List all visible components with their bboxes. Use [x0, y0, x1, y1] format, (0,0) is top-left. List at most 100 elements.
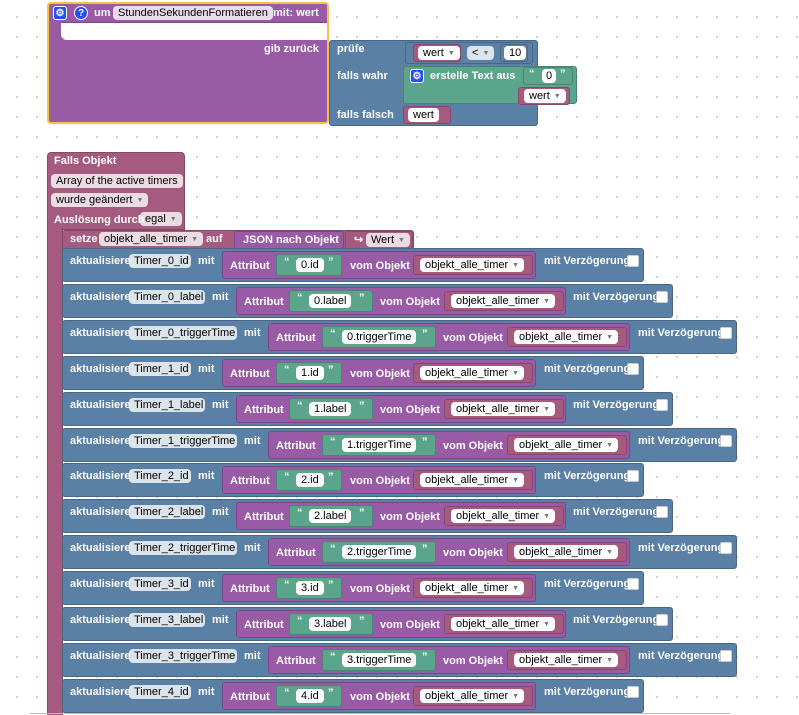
- update-target-field[interactable]: Timer_1_id: [129, 362, 191, 376]
- update-target-field[interactable]: Timer_3_triggerTime: [129, 649, 237, 663]
- delay-checkbox[interactable]: [627, 686, 639, 698]
- object-var-field[interactable]: objekt_alle_timer ▼: [420, 581, 525, 595]
- object-var-field[interactable]: objekt_alle_timer ▼: [420, 473, 525, 487]
- update-target-field[interactable]: Timer_1_triggerTime: [129, 434, 237, 448]
- object-var-field[interactable]: objekt_alle_timer ▼: [451, 617, 556, 631]
- object-var-field[interactable]: objekt_alle_timer ▼: [451, 402, 556, 416]
- delay-checkbox[interactable]: [656, 614, 668, 626]
- delay-checkbox[interactable]: [656, 506, 668, 518]
- quote-close-icon: ”: [560, 68, 566, 80]
- chevron-down-icon: ▼: [543, 298, 551, 305]
- text-zero-field[interactable]: 0: [542, 69, 557, 83]
- object-var-field[interactable]: objekt_alle_timer ▼: [514, 545, 619, 559]
- from-object-label: vom Objekt: [350, 691, 410, 703]
- attribute-value-field[interactable]: 4.id: [296, 689, 324, 703]
- update-target-field[interactable]: Timer_2_label: [129, 505, 205, 519]
- update-target-field[interactable]: Timer_4_id: [129, 685, 191, 699]
- compare-var-field[interactable]: wert ▼: [418, 46, 460, 60]
- check-label: prüfe: [337, 43, 365, 55]
- quote-close-icon: ”: [328, 471, 334, 483]
- attribute-label: Attribut: [230, 475, 270, 487]
- set-var-dropdown[interactable]: objekt_alle_timer ▼: [99, 232, 204, 246]
- with-label: mit: [244, 435, 261, 447]
- update-label: aktualisiere: [70, 399, 131, 411]
- event-block-spine: [47, 228, 63, 715]
- attribute-label: Attribut: [244, 511, 284, 523]
- delay-label: mit Verzögerung: [638, 542, 725, 554]
- update-target-field[interactable]: Timer_0_id: [129, 254, 191, 268]
- quote-close-icon: ”: [422, 436, 428, 448]
- from-object-label: vom Objekt: [443, 332, 503, 344]
- quote-close-icon: ”: [422, 651, 428, 663]
- delay-checkbox[interactable]: [720, 650, 732, 662]
- true-var-field[interactable]: wert ▼: [524, 89, 566, 103]
- attribute-value-field[interactable]: 1.triggerTime: [342, 438, 417, 452]
- delay-checkbox[interactable]: [656, 291, 668, 303]
- attribute-value-field[interactable]: 0.triggerTime: [342, 330, 417, 344]
- object-var-field[interactable]: objekt_alle_timer ▼: [514, 653, 619, 667]
- attribute-value-field[interactable]: 3.label: [309, 617, 352, 631]
- delay-checkbox[interactable]: [656, 399, 668, 411]
- delay-label: mit Verzögerung: [638, 327, 725, 339]
- object-var-field[interactable]: objekt_alle_timer ▼: [514, 438, 619, 452]
- from-object-label: vom Objekt: [380, 619, 440, 631]
- update-label: aktualisiere: [70, 291, 131, 303]
- update-label: aktualisiere: [70, 578, 131, 590]
- attribute-value-field[interactable]: 0.id: [296, 258, 324, 272]
- compare-op-dropdown[interactable]: < ▼: [467, 46, 495, 60]
- delay-checkbox[interactable]: [627, 255, 639, 267]
- function-name-field[interactable]: StundenSekundenFormatieren: [113, 6, 273, 20]
- chevron-down-icon: ▼: [606, 657, 614, 664]
- object-var-field[interactable]: objekt_alle_timer ▼: [420, 366, 525, 380]
- attribute-value-field[interactable]: 2.label: [309, 509, 352, 523]
- update-target-field[interactable]: Timer_0_label: [129, 290, 205, 304]
- attribute-label: Attribut: [230, 368, 270, 380]
- delay-checkbox[interactable]: [720, 435, 732, 447]
- attribute-value-field[interactable]: 1.label: [309, 402, 352, 416]
- attribute-value-field[interactable]: 2.id: [296, 473, 324, 487]
- function-block[interactable]: [47, 2, 329, 124]
- update-target-field[interactable]: Timer_1_label: [129, 398, 205, 412]
- quote-open-icon: “: [330, 651, 336, 663]
- chevron-down-icon: ▼: [543, 621, 551, 628]
- attribute-label: Attribut: [276, 547, 316, 559]
- attribute-label: Attribut: [276, 440, 316, 452]
- trigger-by-dropdown[interactable]: egal ▼: [140, 212, 182, 226]
- delay-checkbox[interactable]: [627, 470, 639, 482]
- help-icon[interactable]: ?: [74, 6, 88, 20]
- delay-checkbox[interactable]: [720, 327, 732, 339]
- delay-checkbox[interactable]: [720, 542, 732, 554]
- compare-value-field[interactable]: 10: [504, 46, 527, 60]
- event-object-field[interactable]: Array of the active timers: [51, 174, 183, 188]
- quote-close-icon: ”: [422, 543, 428, 555]
- gear-icon[interactable]: ⚙: [410, 69, 424, 83]
- attribute-value-field[interactable]: 3.triggerTime: [342, 653, 417, 667]
- with-label: mit: [198, 255, 215, 267]
- value-dropdown[interactable]: Wert ▼: [366, 233, 410, 247]
- event-title: Falls Objekt: [54, 155, 117, 167]
- attribute-value-field[interactable]: 1.id: [296, 366, 324, 380]
- event-condition-dropdown[interactable]: wurde geändert ▼: [51, 193, 149, 207]
- object-var-field[interactable]: objekt_alle_timer ▼: [420, 258, 525, 272]
- update-target-field[interactable]: Timer_3_id: [129, 577, 191, 591]
- quote-close-icon: ”: [359, 400, 365, 412]
- attribute-value-field[interactable]: 3.id: [296, 581, 324, 595]
- update-target-field[interactable]: Timer_3_label: [129, 613, 205, 627]
- attribute-value-field[interactable]: 2.triggerTime: [342, 545, 417, 559]
- attribute-label: Attribut: [230, 260, 270, 272]
- update-target-field[interactable]: Timer_0_triggerTime: [129, 326, 237, 340]
- delay-label: mit Verzögerung: [573, 614, 660, 626]
- attribute-value-field[interactable]: 0.label: [309, 294, 352, 308]
- false-var-field[interactable]: wert: [408, 108, 439, 122]
- gear-icon[interactable]: ⚙: [53, 6, 67, 20]
- update-target-field[interactable]: Timer_2_id: [129, 469, 191, 483]
- object-var-field[interactable]: objekt_alle_timer ▼: [514, 330, 619, 344]
- object-var-field[interactable]: objekt_alle_timer ▼: [451, 509, 556, 523]
- object-var-field[interactable]: objekt_alle_timer ▼: [451, 294, 556, 308]
- update-target-field[interactable]: Timer_2_triggerTime: [129, 541, 237, 555]
- return-label: gib zurück: [264, 43, 320, 55]
- delay-checkbox[interactable]: [627, 363, 639, 375]
- object-var-field[interactable]: objekt_alle_timer ▼: [420, 689, 525, 703]
- chevron-down-icon: ▼: [543, 513, 551, 520]
- delay-checkbox[interactable]: [627, 578, 639, 590]
